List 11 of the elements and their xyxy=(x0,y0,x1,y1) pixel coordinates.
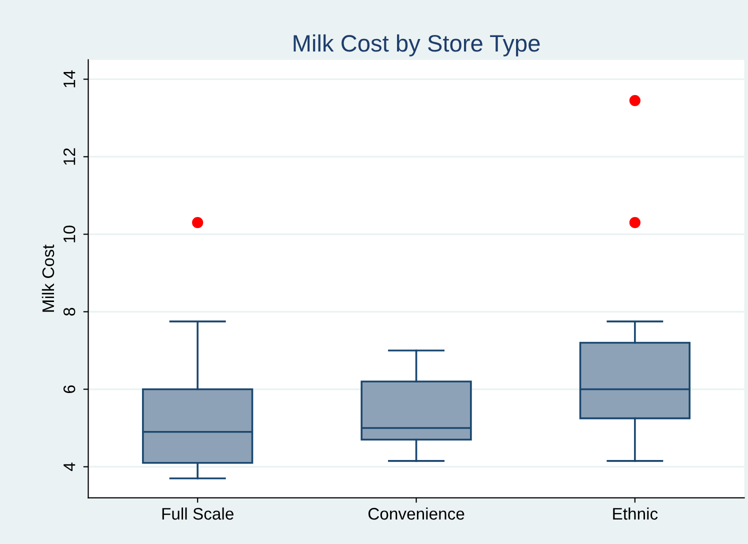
y-axis-title: Milk Cost xyxy=(42,244,54,312)
x-tick-label: Full Scale xyxy=(162,507,234,520)
y-tick-label: 6 xyxy=(63,385,76,394)
x-tick-label: Convenience xyxy=(368,507,464,520)
chart-title: Milk Cost by Store Type xyxy=(294,34,540,56)
x-tick-label: Ethnic xyxy=(613,507,658,520)
y-tick-label: 4 xyxy=(64,462,76,472)
y-tick-label: 14 xyxy=(64,70,76,88)
y-tick-label: 10 xyxy=(63,226,76,242)
y-tick-label: 12 xyxy=(63,148,76,165)
y-tick-label: 8 xyxy=(63,308,76,316)
